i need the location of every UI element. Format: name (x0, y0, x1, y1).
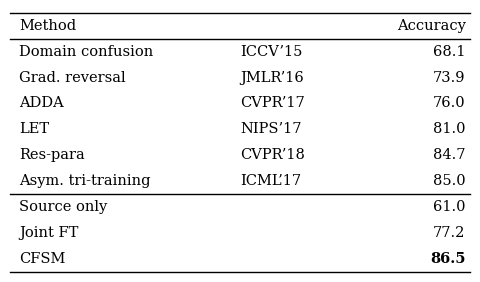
Text: 85.0: 85.0 (433, 174, 466, 188)
Text: Source only: Source only (19, 200, 108, 214)
Text: ICML’17: ICML’17 (240, 174, 301, 188)
Text: 76.0: 76.0 (433, 96, 466, 111)
Text: 77.2: 77.2 (433, 226, 466, 240)
Text: 81.0: 81.0 (433, 122, 466, 136)
Text: ADDA: ADDA (19, 96, 64, 111)
Text: CVPR’17: CVPR’17 (240, 96, 305, 111)
Text: Grad. reversal: Grad. reversal (19, 70, 126, 85)
Text: Domain confusion: Domain confusion (19, 45, 154, 59)
Text: 86.5: 86.5 (430, 252, 466, 266)
Text: Joint FT: Joint FT (19, 226, 79, 240)
Text: 61.0: 61.0 (433, 200, 466, 214)
Text: 84.7: 84.7 (433, 148, 466, 162)
Text: CVPR’18: CVPR’18 (240, 148, 305, 162)
Text: ICCV’15: ICCV’15 (240, 45, 302, 59)
Text: 73.9: 73.9 (433, 70, 466, 85)
Text: 68.1: 68.1 (433, 45, 466, 59)
Text: Asym. tri-training: Asym. tri-training (19, 174, 151, 188)
Text: CFSM: CFSM (19, 252, 66, 266)
Text: JMLR’16: JMLR’16 (240, 70, 304, 85)
Text: Method: Method (19, 19, 76, 33)
Text: NIPS’17: NIPS’17 (240, 122, 301, 136)
Text: Accuracy: Accuracy (397, 19, 466, 33)
Text: LET: LET (19, 122, 49, 136)
Text: Res-para: Res-para (19, 148, 85, 162)
